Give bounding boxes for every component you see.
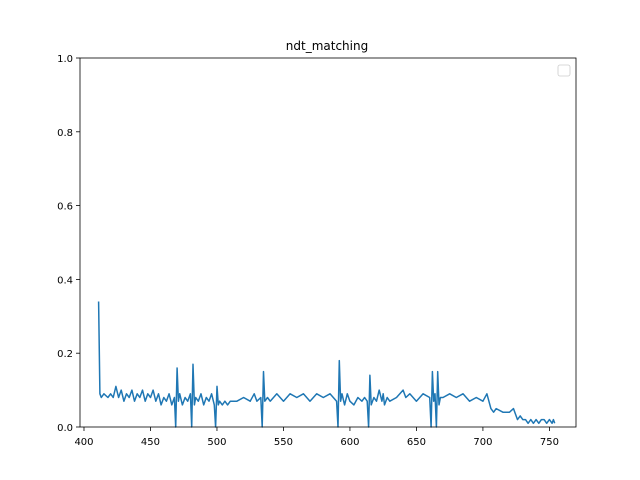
chart-title: ndt_matching [286, 39, 368, 53]
y-tick-label: 0.0 [57, 423, 73, 434]
x-axis-ticks: 400 450 500 550 600 650 700 750 [74, 427, 559, 448]
x-tick-label: 550 [274, 437, 293, 448]
y-axis-ticks: 0.0 0.2 0.4 0.6 0.8 1.0 [57, 54, 80, 434]
y-tick-label: 0.4 [57, 275, 73, 286]
legend-box [557, 64, 571, 77]
x-tick-label: 750 [540, 437, 559, 448]
series-line [97, 301, 556, 428]
x-tick-label: 450 [141, 437, 160, 448]
series-layer [97, 301, 556, 428]
plot-frame [79, 57, 577, 428]
y-tick-label: 0.8 [57, 128, 73, 139]
x-tick-label: 400 [74, 437, 93, 448]
x-tick-label: 700 [473, 437, 492, 448]
y-tick-label: 1.0 [57, 54, 73, 65]
y-tick-label: 0.2 [57, 349, 73, 360]
y-tick-label: 0.6 [57, 202, 73, 213]
x-tick-label: 650 [407, 437, 426, 448]
x-tick-label: 500 [207, 437, 226, 448]
x-tick-label: 600 [340, 437, 359, 448]
